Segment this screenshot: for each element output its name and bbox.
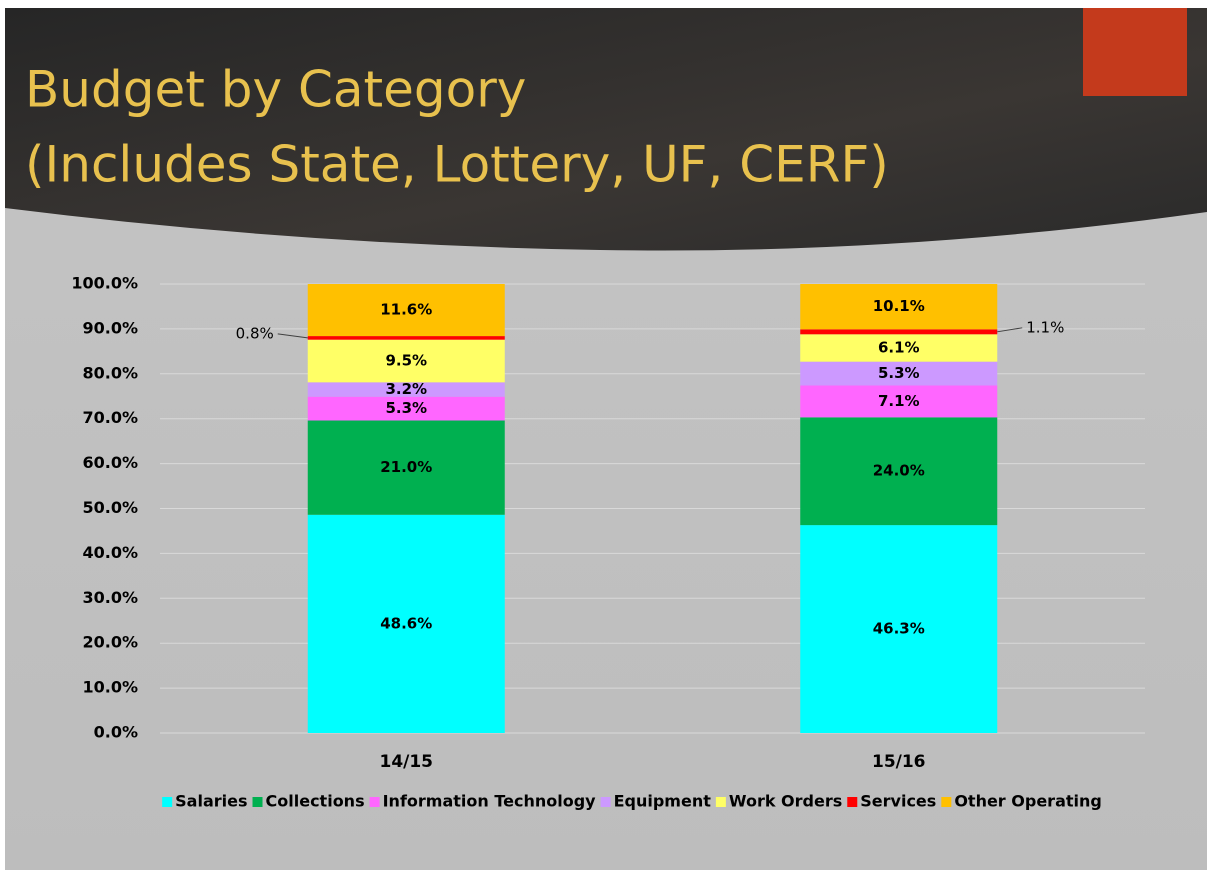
data-label: 11.6%	[380, 301, 432, 319]
data-label: 24.0%	[873, 462, 925, 480]
y-tick-label: 10.0%	[82, 678, 138, 697]
y-tick-label: 50.0%	[82, 498, 138, 517]
bar-segment	[307, 382, 505, 397]
legend-swatch	[941, 797, 952, 807]
legend-swatch	[600, 797, 611, 807]
bar-segment	[800, 284, 998, 330]
leader-line	[997, 327, 1023, 333]
legend-label: Work Orders	[729, 792, 842, 811]
data-label: 7.1%	[878, 392, 920, 410]
bar-segment	[307, 284, 505, 337]
legend-swatch	[162, 797, 173, 807]
data-label: 21.0%	[380, 458, 432, 476]
x-tick-label: 15/16	[872, 752, 926, 772]
data-label: 1.1%	[1026, 318, 1064, 336]
legend-label: Salaries	[175, 792, 247, 811]
legend-swatch	[715, 797, 726, 807]
data-label: 46.3%	[873, 620, 925, 638]
y-tick-label: 30.0%	[82, 588, 138, 607]
bar-segment	[307, 339, 505, 383]
legend-label: Other Operating	[954, 792, 1102, 811]
y-tick-label: 100.0%	[71, 274, 138, 293]
bar-segment	[307, 336, 505, 340]
data-label: 5.3%	[878, 364, 920, 382]
legend-label: Services	[860, 792, 936, 811]
data-label: 5.3%	[385, 399, 427, 417]
y-tick-label: 0.0%	[94, 723, 138, 742]
legend-swatch	[252, 797, 263, 807]
y-tick-label: 40.0%	[82, 543, 138, 562]
leader-line	[277, 333, 308, 339]
data-label: 0.8%	[236, 324, 274, 342]
y-tick-label: 70.0%	[82, 408, 138, 427]
data-label: 3.2%	[385, 380, 427, 398]
legend-swatch	[369, 797, 380, 807]
header-band	[5, 8, 1207, 251]
y-tick-label: 90.0%	[82, 318, 138, 337]
legend-label: Collections	[266, 792, 365, 811]
bar-segment	[800, 417, 998, 526]
data-label: 10.1%	[873, 297, 925, 315]
chart-title: Budget by Category	[25, 61, 526, 119]
bar-segment	[800, 334, 998, 362]
bar-segment	[307, 396, 505, 421]
data-label: 9.5%	[385, 352, 427, 370]
legend-label: Information Technology	[383, 792, 597, 811]
bar-segment	[307, 420, 505, 515]
y-tick-label: 80.0%	[82, 363, 138, 382]
y-tick-label: 60.0%	[82, 453, 138, 472]
x-tick-label: 14/15	[379, 752, 433, 772]
bar-segment	[800, 525, 998, 733]
bar-segment	[800, 329, 998, 335]
data-label: 48.6%	[380, 614, 432, 632]
bar-segment	[307, 514, 505, 733]
y-tick-label: 20.0%	[82, 633, 138, 652]
legend-swatch	[847, 797, 858, 807]
accent-square	[1083, 8, 1187, 96]
bar-segment	[800, 385, 998, 418]
legend-label: Equipment	[614, 792, 712, 811]
bar-segment	[800, 361, 998, 386]
chart-subtitle: (Includes State, Lottery, UF, CERF)	[25, 136, 889, 194]
data-label: 6.1%	[878, 338, 920, 356]
